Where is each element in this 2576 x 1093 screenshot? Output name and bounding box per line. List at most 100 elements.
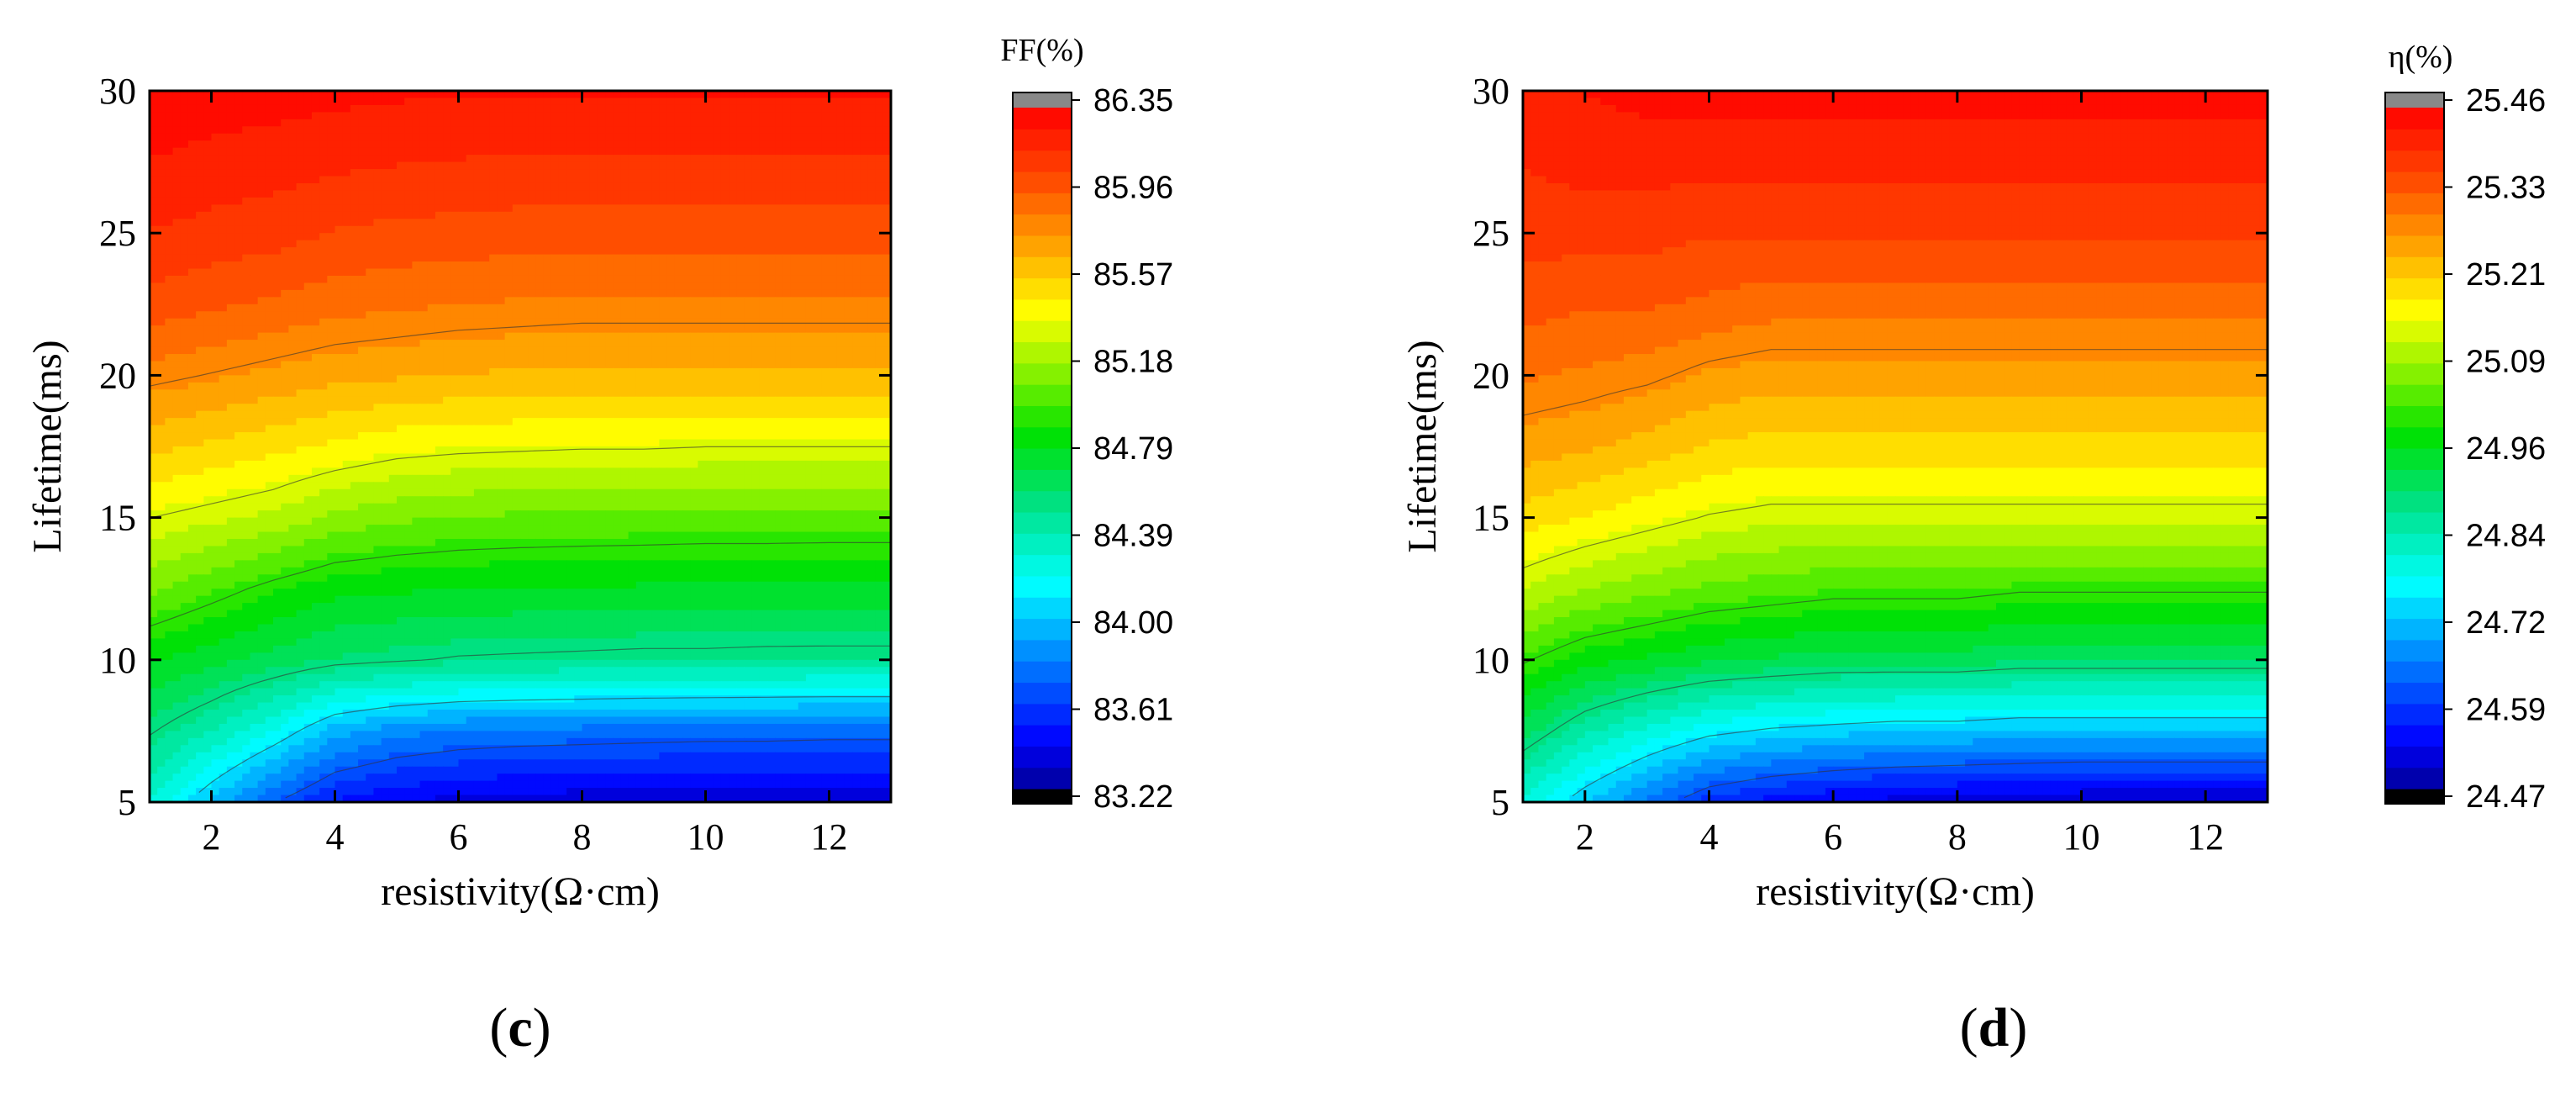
contour-cell xyxy=(882,325,891,334)
contour-cell xyxy=(558,332,567,341)
contour-cell xyxy=(620,275,630,284)
contour-cell xyxy=(427,432,436,441)
contour-cell xyxy=(690,318,698,326)
contour-cell xyxy=(690,254,698,262)
contour-cell xyxy=(798,233,807,241)
contour-cell xyxy=(836,240,845,248)
contour-cell xyxy=(281,346,289,355)
contour-cell xyxy=(473,311,482,319)
contour-cell xyxy=(744,161,753,170)
contour-cell xyxy=(165,211,174,219)
contour-cell xyxy=(844,418,853,426)
contour-cell xyxy=(628,382,637,390)
contour-cell xyxy=(620,155,630,163)
contour-cell xyxy=(805,225,814,234)
contour-cell xyxy=(412,233,421,241)
contour-cell xyxy=(635,432,645,441)
contour-cell xyxy=(790,197,799,205)
contour-cell xyxy=(234,332,243,341)
contour-cell xyxy=(759,219,768,227)
contour-cell xyxy=(844,176,853,184)
contour-cell xyxy=(257,133,266,141)
contour-cell xyxy=(736,233,745,241)
contour-cell xyxy=(187,346,197,355)
contour-cell xyxy=(265,439,274,447)
contour-cell xyxy=(720,275,730,284)
contour-cell xyxy=(829,332,838,341)
contour-cell xyxy=(172,432,182,441)
contour-cell xyxy=(860,268,869,277)
contour-cell xyxy=(443,275,451,284)
contour-cell xyxy=(860,169,869,177)
contour-cell xyxy=(381,389,390,398)
contour-cell xyxy=(296,261,305,270)
contour-cell xyxy=(651,119,660,127)
contour-cell xyxy=(203,169,213,177)
contour-cell xyxy=(350,432,359,441)
contour-cell xyxy=(250,140,259,149)
contour-cell xyxy=(682,446,691,455)
contour-cell xyxy=(550,304,560,312)
contour-cell xyxy=(512,261,521,270)
contour-cell xyxy=(427,169,436,177)
contour-cell xyxy=(350,161,359,170)
contour-cell xyxy=(814,169,822,177)
contour-cell xyxy=(798,289,807,298)
contour-cell xyxy=(782,112,792,120)
contour-cell xyxy=(250,233,259,241)
contour-cell xyxy=(466,126,475,135)
contour-cell xyxy=(852,282,861,291)
contour-cell xyxy=(690,446,698,455)
contour-cell xyxy=(404,439,413,447)
contour-cell xyxy=(296,361,305,369)
contour-cell xyxy=(242,161,251,170)
contour-cell xyxy=(705,155,714,163)
contour-cell xyxy=(388,147,398,156)
contour-cell xyxy=(666,247,676,256)
contour-cell xyxy=(582,318,591,326)
contour-cell xyxy=(435,126,444,135)
contour-cell xyxy=(635,268,645,277)
contour-cell xyxy=(388,126,398,135)
contour-cell xyxy=(512,375,521,383)
contour-cell xyxy=(690,219,698,227)
contour-cell xyxy=(860,204,869,213)
contour-cell xyxy=(281,410,289,419)
contour-cell xyxy=(458,289,467,298)
contour-cell xyxy=(535,261,545,270)
contour-cell xyxy=(620,289,630,298)
contour-cell xyxy=(651,382,660,390)
contour-cell xyxy=(450,204,460,213)
contour-cell xyxy=(597,396,606,404)
contour-cell xyxy=(180,332,189,341)
contour-cell xyxy=(281,147,289,156)
contour-cell xyxy=(535,418,545,426)
contour-cell xyxy=(705,261,714,270)
contour-cell xyxy=(736,425,745,433)
contour-cell xyxy=(550,169,560,177)
contour-cell xyxy=(759,169,768,177)
contour-cell xyxy=(543,104,552,113)
contour-cell xyxy=(211,332,220,341)
contour-cell xyxy=(489,410,498,419)
contour-cell xyxy=(729,126,737,135)
contour-cell xyxy=(196,91,204,99)
contour-cell xyxy=(528,147,536,156)
contour-cell xyxy=(713,389,722,398)
contour-cell xyxy=(605,140,614,149)
contour-cell xyxy=(582,453,591,462)
contour-cell xyxy=(327,304,336,312)
contour-cell xyxy=(535,197,545,205)
contour-cell xyxy=(512,247,521,256)
contour-cell xyxy=(597,197,606,205)
contour-cell xyxy=(512,361,521,369)
contour-cell xyxy=(821,318,830,326)
contour-cell xyxy=(782,133,792,141)
contour-cell xyxy=(366,190,375,198)
contour-cell xyxy=(836,126,845,135)
contour-cell xyxy=(234,304,243,312)
contour-cell xyxy=(311,219,320,227)
contour-cell xyxy=(535,104,545,113)
contour-cell xyxy=(419,225,429,234)
contour-cell xyxy=(744,182,753,192)
